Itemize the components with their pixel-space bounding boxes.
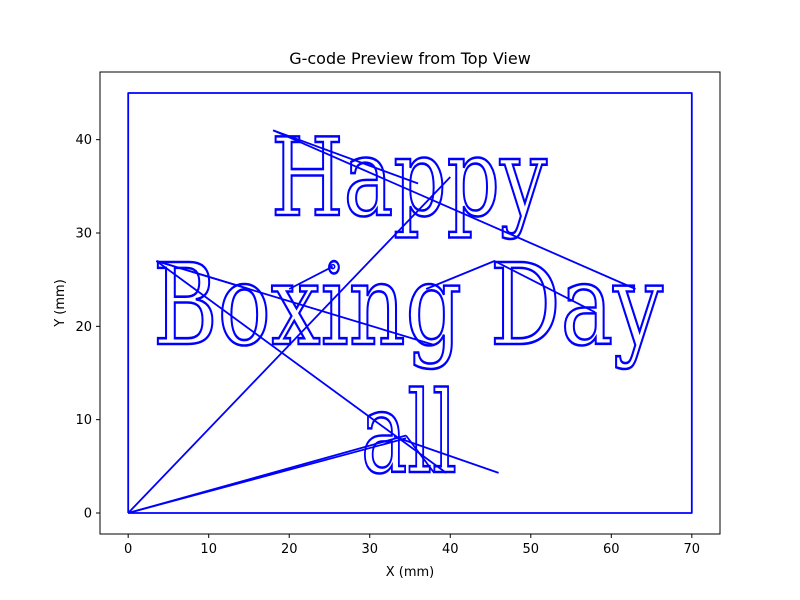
x-tick-label-40: 40 [442,542,459,557]
plot-area [100,72,720,534]
toolpath-text-happy: Happy [271,116,547,241]
toolpath-segment-9 [272,129,636,290]
y-axis-label: Y (mm) [53,279,68,328]
toolpath-segment-0 [127,92,693,514]
y-tick-label-0: 0 [84,507,92,522]
x-tick-label-30: 30 [361,542,378,557]
x-tick-label-0: 0 [124,542,132,557]
x-tick-label-70: 70 [684,542,701,557]
toolpath-segment-8 [425,260,596,314]
toolpath-segment-3 [127,434,407,514]
toolpath-segment-6 [288,265,334,290]
toolpath-group [127,92,693,514]
x-axis-label: X (mm) [386,565,435,580]
x-tick-label-50: 50 [523,542,540,557]
toolpath-segment-7 [156,260,435,346]
y-tick-label-10: 10 [75,413,92,428]
x-tick-label-10: 10 [200,542,217,557]
y-tick-label-40: 40 [75,133,92,148]
toolpath-text-all: all [361,369,457,499]
toolpath-end-marker [329,263,336,270]
toolpath-text-boxing-day: Boxing Day [153,241,663,371]
y-tick-label-20: 20 [75,320,92,335]
toolpath-segment-1 [127,176,451,514]
axes: 0 10 20 30 40 50 60 70 0 10 20 30 40 [75,133,700,557]
x-tick-label-20: 20 [281,542,298,557]
toolpath-segment-12 [405,434,435,474]
toolpath-segment-10 [272,129,419,185]
text-toolpaths: Happy Boxing Day all [152,115,665,501]
chart-title: G-code Preview from Top View [289,49,531,68]
y-tick-label-30: 30 [75,227,92,242]
x-tick-label-60: 60 [603,542,620,557]
plot-frame [99,71,721,535]
